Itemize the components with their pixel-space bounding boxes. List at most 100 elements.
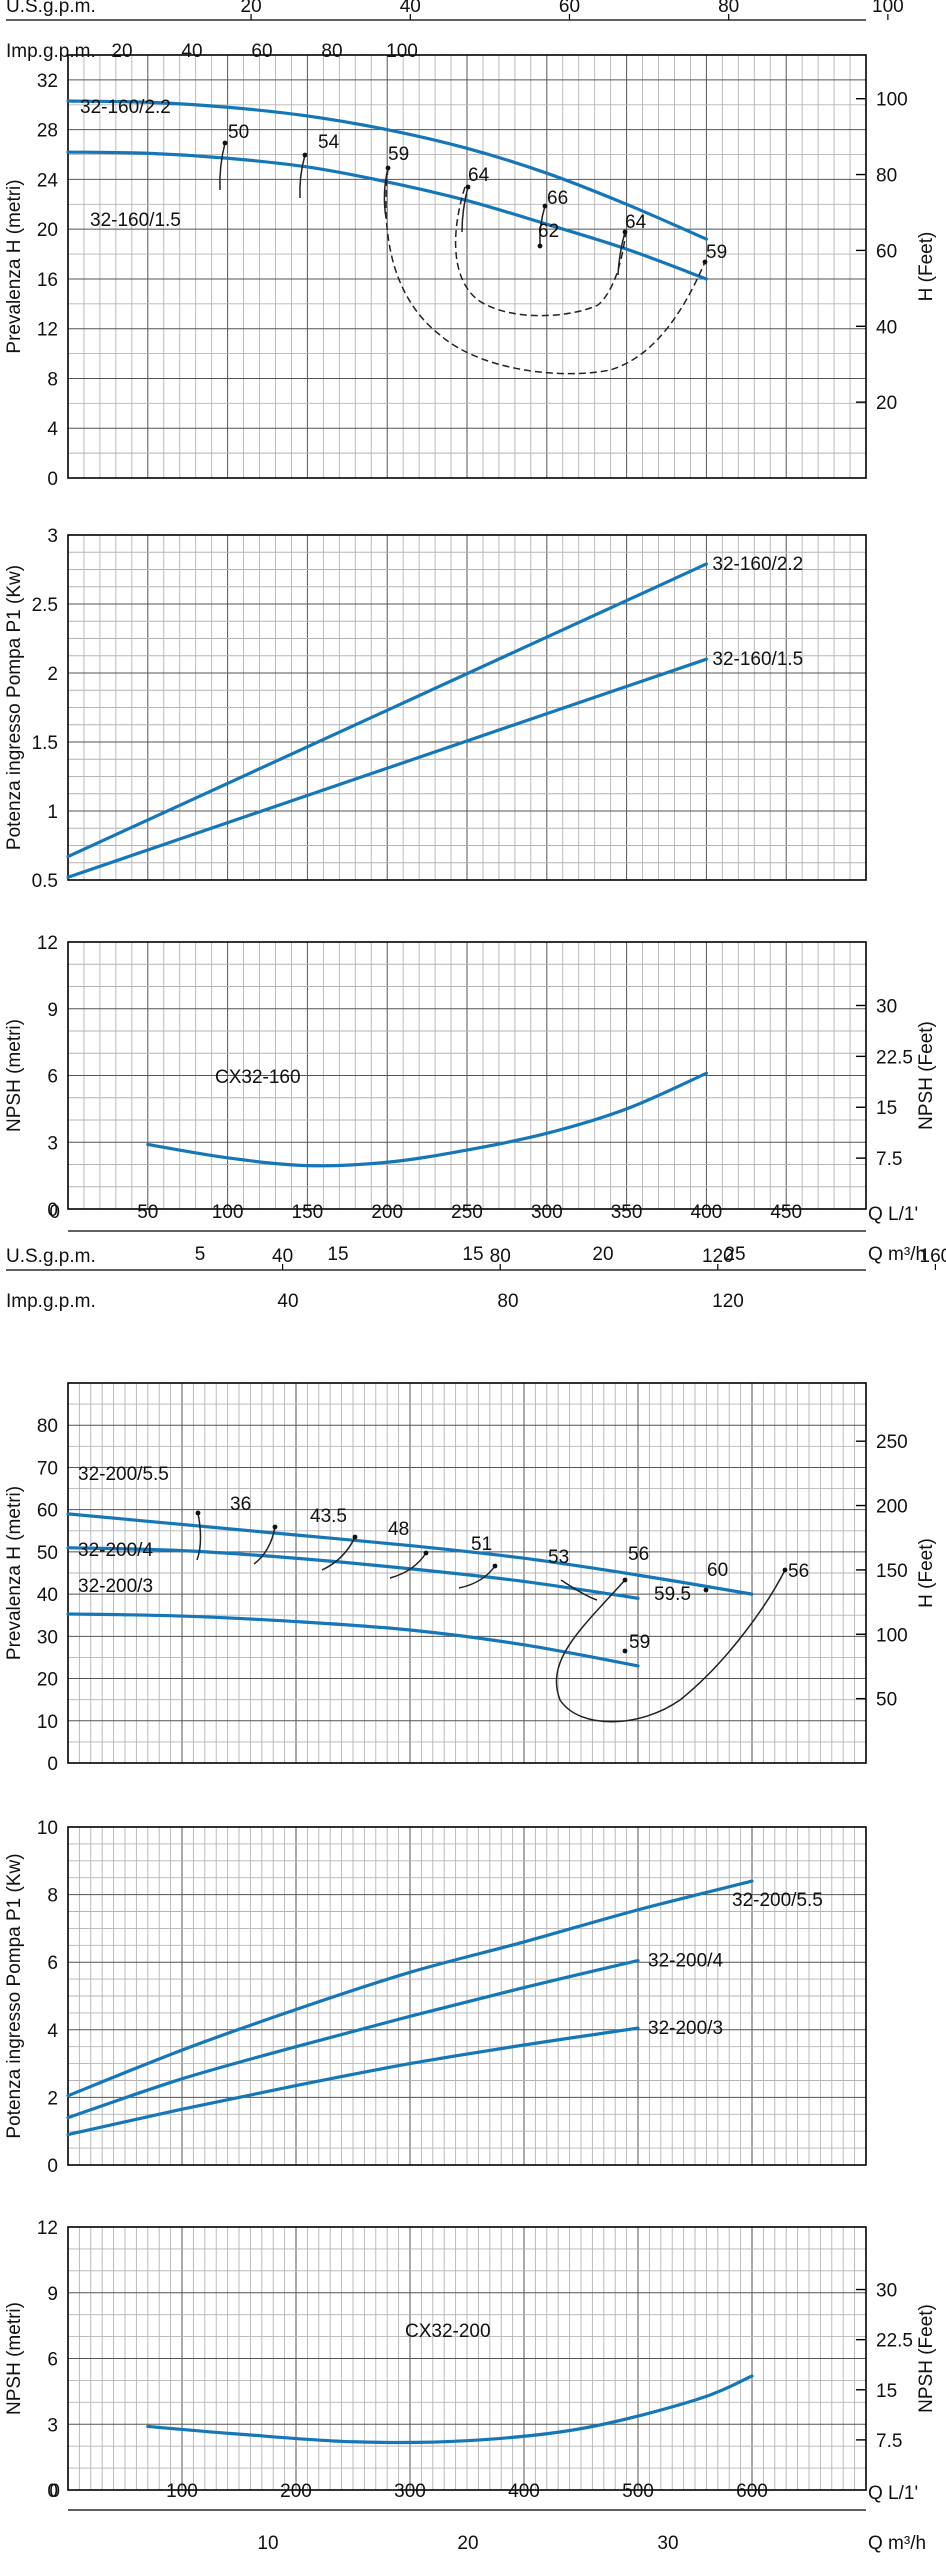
x-tick-label-lmin: 200 <box>371 1202 403 1223</box>
usgpm-axis-label: U.S.g.p.m. <box>6 1246 96 1267</box>
efficiency-label: 60 <box>707 1560 728 1581</box>
impgpm-tick-label: 60 <box>251 41 272 62</box>
x-tick-label-lmin: 450 <box>770 1202 802 1223</box>
right-tick-label: 30 <box>876 2281 897 2302</box>
usgpm-tick-label: 80 <box>490 1246 511 1267</box>
panel-5-frame <box>67 1826 867 2166</box>
right-tick-label: 7.5 <box>876 2431 902 2452</box>
efficiency-label: 59 <box>706 242 727 263</box>
series-label: 32-200/5.5 <box>78 1464 169 1485</box>
efficiency-label: 59 <box>629 1632 650 1653</box>
efficiency-label: 62 <box>538 221 559 242</box>
x-tick-label-m3h: 25 <box>724 1244 745 1265</box>
right-tick-label: 100 <box>876 90 908 111</box>
y-tick-label: 8 <box>47 1886 58 1907</box>
impgpm-axis-label: Imp.g.p.m. <box>6 41 96 62</box>
impgpm-tick-label: 100 <box>386 41 418 62</box>
x-tick-label-m3h: 10 <box>257 2533 278 2554</box>
panel-1-grid <box>67 54 867 479</box>
y-tick-label: 1.5 <box>32 733 58 754</box>
impgpm-tick-label: 120 <box>712 1291 744 1312</box>
iso-point <box>703 1587 709 1593</box>
efficiency-label: 48 <box>388 1519 409 1540</box>
right-axis-label: NPSH (Feet) <box>916 2304 937 2413</box>
efficiency-label: 50 <box>228 122 249 143</box>
x-axis-label-lmin: Q L/1' <box>868 1204 918 1225</box>
y-tick-label: 60 <box>37 1501 58 1522</box>
efficiency-iso-line <box>219 142 226 191</box>
iso-point <box>492 1563 498 1569</box>
y-tick-label: 4 <box>47 419 58 440</box>
iso-point <box>352 1534 358 1540</box>
impgpm-tick-label: 80 <box>497 1291 518 1312</box>
panel-6-grid <box>67 2226 867 2491</box>
series-curve-32-160-1-5 <box>66 657 708 879</box>
x-tick-label-zero: 0 <box>49 1202 60 1223</box>
y-tick-label: 12 <box>37 320 58 341</box>
right-tick-label: 20 <box>876 393 897 414</box>
y-tick-label: 8 <box>47 369 58 390</box>
efficiency-contour-outer <box>385 167 706 375</box>
right-tick-label: 50 <box>876 1690 897 1711</box>
series-curve-32-160-1-5 <box>66 150 708 281</box>
y-axis-label: NPSH (metri) <box>4 2302 25 2415</box>
efficiency-label: 66 <box>547 188 568 209</box>
series-curve-32-160-2-2 <box>66 562 708 859</box>
impgpm-tick-label: 80 <box>321 41 342 62</box>
y-tick-label: 28 <box>37 121 58 142</box>
series-label: 32-160/2.2 <box>712 554 803 575</box>
y-tick-label: 10 <box>37 1818 58 1839</box>
iso-point <box>272 1524 278 1530</box>
right-tick-label: 15 <box>876 2381 897 2402</box>
usgpm-tick-label: 40 <box>400 0 421 17</box>
x-tick-label-zero: 0 <box>49 2481 60 2502</box>
y-tick-label: 9 <box>47 1000 58 1021</box>
y-tick-label: 2.5 <box>32 595 58 616</box>
panel-6-frame <box>67 2226 867 2491</box>
x-axis-label-lmin: Q L/1' <box>868 2483 918 2504</box>
efficiency-label: 53 <box>548 1547 569 1568</box>
y-tick-label: 2 <box>47 664 58 685</box>
usgpm-tick-label: 120 <box>702 1246 734 1267</box>
y-tick-label: 50 <box>37 1543 58 1564</box>
right-tick-label: 100 <box>876 1625 908 1646</box>
y-tick-label: 30 <box>37 1627 58 1648</box>
x-tick-label-lmin: 400 <box>691 1202 723 1223</box>
y-tick-label: 10 <box>37 1712 58 1733</box>
y-tick-label: 12 <box>37 2218 58 2239</box>
panel-1-frame <box>67 54 867 479</box>
y-tick-label: 9 <box>47 2284 58 2305</box>
y-axis-label: Potenza ingresso Pompa P1 (Kw) <box>4 1853 25 2138</box>
series-curve-32-200-3 <box>66 2026 640 2137</box>
right-tick-label: 80 <box>876 166 897 187</box>
usgpm-tick-label: 40 <box>272 1246 293 1267</box>
y-tick-label: 80 <box>37 1416 58 1437</box>
y-tick-label: 70 <box>37 1458 58 1479</box>
y-tick-label: 6 <box>47 1067 58 1088</box>
usgpm-tick-label: 20 <box>241 0 262 17</box>
right-tick-label: 30 <box>876 996 897 1017</box>
npsh-chart-annotation: CX32-160 <box>215 1067 301 1088</box>
right-axis-label: NPSH (Feet) <box>916 1021 937 1130</box>
efficiency-iso-line <box>299 154 306 199</box>
series-curve-npsh <box>146 1071 708 1168</box>
efficiency-iso-line <box>539 205 546 247</box>
y-tick-label: 0 <box>47 1754 58 1775</box>
x-tick-label-m3h: 30 <box>657 2533 678 2554</box>
x-tick-label-lmin: 200 <box>280 2481 312 2502</box>
series-label: 32-200/3 <box>648 2018 723 2039</box>
y-tick-label: 4 <box>47 2021 58 2042</box>
y-tick-label: 3 <box>47 1133 58 1154</box>
iso-point <box>537 243 543 249</box>
x-tick-label-m3h: 5 <box>195 1244 206 1265</box>
efficiency-iso-line <box>196 1512 202 1561</box>
y-tick-label: 0 <box>47 2156 58 2177</box>
x-tick-label-lmin: 600 <box>736 2481 768 2502</box>
panel-4-grid <box>67 1382 867 1764</box>
right-tick-label: 200 <box>876 1497 908 1518</box>
efficiency-iso-line <box>617 231 626 276</box>
x-tick-label-m3h: 15 <box>462 1244 483 1265</box>
x-axis-label-m3h: Q m³/h <box>868 1244 926 1265</box>
series-curve-32-200-4 <box>66 1958 640 2120</box>
